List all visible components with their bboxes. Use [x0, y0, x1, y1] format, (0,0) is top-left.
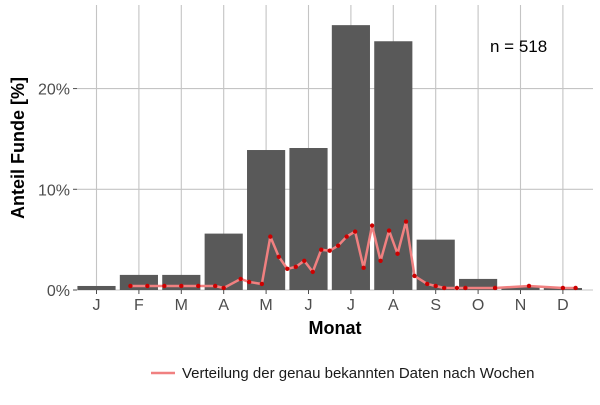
line-series: [128, 219, 578, 291]
y-tick-label: 10%: [38, 182, 70, 199]
data-point: [378, 258, 383, 263]
x-tick-label: D: [557, 297, 569, 314]
data-point: [526, 283, 532, 289]
data-point: [492, 285, 498, 291]
bar: [459, 278, 498, 290]
x-tick-label: N: [515, 297, 527, 314]
data-point: [246, 279, 252, 285]
data-point: [276, 254, 282, 259]
data-point: [285, 266, 290, 272]
data-point: [369, 223, 375, 228]
data-point: [128, 283, 133, 289]
data-point: [327, 248, 332, 253]
data-point: [319, 247, 324, 252]
x-tick-label: O: [472, 297, 484, 314]
data-point: [352, 229, 358, 234]
data-point: [395, 251, 400, 256]
x-tick-label: S: [430, 297, 441, 314]
bar: [119, 274, 158, 290]
bar-series: [77, 25, 582, 290]
data-point: [361, 265, 366, 271]
y-axis-ticks: 0% 10% 20%: [38, 82, 77, 300]
legend-label: Verteilung der genau bekannten Daten nac…: [182, 365, 535, 382]
data-point: [425, 281, 430, 287]
data-point: [560, 285, 566, 291]
y-axis-title: Anteil Funde [%]: [8, 77, 28, 219]
annotation-sample-size: n = 518: [490, 37, 547, 56]
data-point: [412, 273, 417, 279]
x-axis-title: Monat: [309, 318, 362, 338]
data-point: [145, 283, 150, 289]
x-tick-label: M: [175, 297, 188, 314]
y-tick-label: 20%: [38, 82, 70, 99]
x-tick-label: J: [93, 297, 101, 314]
x-tick-label: A: [218, 297, 229, 314]
y-tick-label: 0%: [47, 283, 70, 300]
bar: [416, 239, 455, 290]
data-point: [441, 285, 447, 291]
data-point: [196, 283, 201, 289]
data-point: [433, 283, 438, 289]
x-tick-label: F: [134, 297, 144, 314]
x-tick-label: J: [347, 297, 355, 314]
data-point: [335, 243, 341, 248]
data-point: [293, 264, 298, 270]
data-point: [386, 228, 392, 233]
data-point: [179, 283, 184, 289]
bar: [501, 286, 540, 290]
data-point: [238, 276, 243, 282]
legend: Verteilung der genau bekannten Daten nac…: [151, 365, 535, 382]
bar: [374, 41, 413, 290]
data-point: [213, 283, 218, 289]
data-point: [310, 269, 315, 275]
data-point: [259, 281, 265, 287]
x-tick-label: J: [305, 297, 313, 314]
data-point: [454, 285, 460, 291]
bar: [331, 25, 370, 290]
data-point: [463, 285, 468, 291]
data-point: [344, 234, 349, 239]
bar: [77, 285, 116, 290]
data-point: [268, 234, 273, 239]
data-point: [221, 285, 226, 291]
x-tick-label: M: [259, 297, 272, 314]
data-point: [162, 283, 167, 289]
data-point: [403, 219, 409, 224]
data-point: [302, 258, 307, 263]
data-point: [573, 285, 578, 291]
x-tick-label: A: [388, 297, 399, 314]
bar: [247, 150, 286, 290]
